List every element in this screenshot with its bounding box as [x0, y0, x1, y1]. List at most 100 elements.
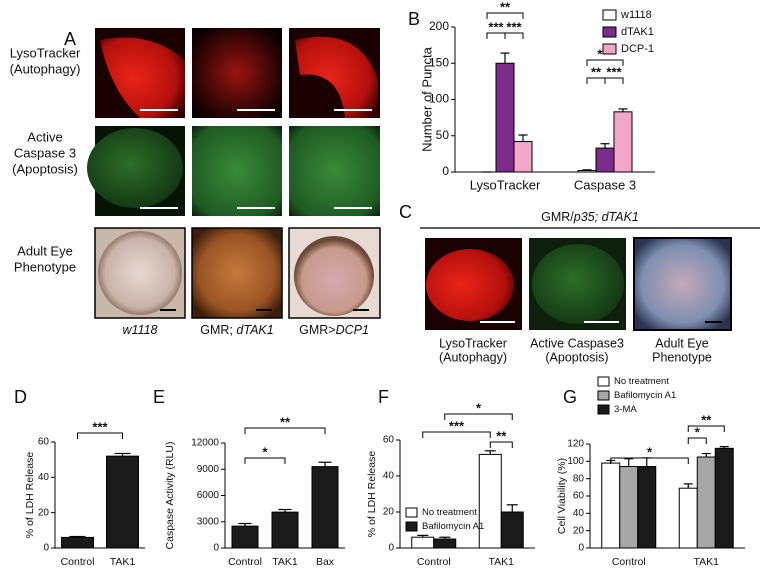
significance-bracket: [77, 432, 123, 439]
legend-swatch: [597, 404, 610, 415]
bar: [678, 487, 698, 549]
y-axis-label: % of LDH Release: [366, 451, 378, 538]
bar: [601, 462, 621, 549]
caption: Phenotype: [652, 350, 712, 364]
panel-label: A: [64, 29, 76, 49]
panel-label: C: [399, 202, 412, 222]
legend-label: dTAK1: [621, 26, 654, 38]
y-tick-label: 50: [436, 128, 450, 142]
legend-label: DCP-1: [621, 43, 654, 55]
significance-bracket: [610, 457, 689, 464]
bar: [500, 511, 524, 549]
y-tick-label: 120: [567, 439, 584, 450]
significance-label: ***: [488, 19, 504, 34]
legend-label: 3-MA: [614, 404, 637, 415]
column-label-part: GMR;: [200, 323, 236, 337]
significance-bracket: [422, 431, 491, 438]
x-tick-label: Control: [61, 556, 95, 568]
y-tick-label: 0: [442, 164, 449, 178]
column-label: GMR; dTAK1: [200, 323, 273, 337]
bar: [595, 147, 615, 173]
column-label-part: dTAK1: [236, 323, 273, 337]
y-tick-label: 0: [213, 543, 219, 554]
bar: [231, 525, 259, 549]
caption: LysoTracker: [439, 336, 507, 350]
legend-swatch: [602, 9, 617, 21]
significance-label: **: [591, 64, 602, 79]
bar: [311, 466, 339, 549]
bar: [433, 538, 457, 549]
significance-label: *: [262, 444, 268, 459]
panel-c-title-part: GMR/: [541, 210, 574, 224]
y-tick-label: 20: [38, 507, 50, 518]
y-tick-label: 60: [383, 435, 395, 446]
bar: [478, 453, 502, 549]
significance-label: *: [695, 424, 701, 439]
significance-bracket: [687, 425, 725, 432]
significance-label: **: [280, 414, 291, 429]
bar: [577, 170, 597, 173]
significance-bracket: [504, 32, 524, 39]
x-tick-label: Control: [228, 556, 262, 568]
x-tick-label: TAK1: [489, 556, 515, 568]
y-tick-label: 80: [573, 473, 585, 484]
bar: [513, 141, 533, 173]
caption: (Autophagy): [439, 350, 507, 364]
bar: [271, 511, 299, 549]
panel-label: G: [563, 387, 577, 407]
y-tick-label: 100: [567, 456, 584, 467]
significance-label: ***: [92, 419, 108, 434]
column-label-part: w1118: [123, 323, 158, 337]
x-tick-label: LysoTracker: [470, 177, 541, 192]
legend-swatch: [405, 507, 418, 518]
row-label: LysoTracker: [10, 45, 81, 60]
y-tick-label: 6000: [197, 490, 220, 501]
x-tick-label: TAK1: [272, 556, 298, 568]
row-label: Caspase 3: [14, 145, 76, 160]
significance-bracket: [244, 457, 286, 464]
row-label: (Apoptosis): [12, 161, 78, 176]
caption: (Apoptosis): [545, 350, 608, 364]
y-tick-label: 9000: [197, 464, 220, 475]
bar: [714, 447, 734, 549]
panel-c-images: [420, 227, 760, 331]
column-label: GMR>DCP1: [299, 323, 369, 337]
x-tick-label: TAK1: [694, 556, 720, 568]
legend-swatch: [597, 390, 610, 401]
y-tick-label: 20: [383, 507, 395, 518]
panel-label: B: [408, 9, 420, 29]
bar: [619, 466, 639, 549]
y-tick-label: 60: [38, 437, 50, 448]
x-tick-label: Caspase 3: [574, 177, 636, 192]
bar: [106, 455, 139, 549]
row-label: Phenotype: [14, 259, 76, 274]
column-label-part: GMR>: [299, 323, 335, 337]
panel-c-title-part: p35; dTAK1: [573, 210, 639, 224]
legend-swatch: [597, 376, 610, 387]
significance-label: ***: [606, 64, 622, 79]
bar: [495, 62, 515, 173]
y-tick-label: 100: [429, 92, 449, 106]
bar: [613, 111, 633, 173]
y-tick-label: 12000: [191, 438, 219, 449]
significance-bracket: [444, 413, 513, 420]
bar: [696, 456, 716, 549]
column-label: w1118: [123, 323, 158, 337]
significance-label: **: [500, 0, 511, 14]
y-tick-label: 40: [383, 471, 395, 482]
y-tick-label: 150: [429, 55, 449, 69]
significance-bracket: [489, 441, 513, 448]
y-tick-label: 0: [43, 543, 49, 554]
y-tick-label: 60: [573, 491, 585, 502]
panel-label: F: [378, 387, 389, 407]
y-tick-label: 20: [573, 525, 585, 536]
y-axis-label: Cell Viability (%): [556, 458, 568, 534]
row-label: Active: [27, 129, 62, 144]
legend-swatch: [405, 521, 418, 532]
significance-label: **: [496, 428, 507, 443]
y-axis-label: Caspase Activity (RLU): [164, 442, 176, 550]
significance-label: *: [476, 400, 482, 415]
row-label: (Autophagy): [10, 61, 81, 76]
caption: Active Caspase3: [530, 336, 624, 350]
